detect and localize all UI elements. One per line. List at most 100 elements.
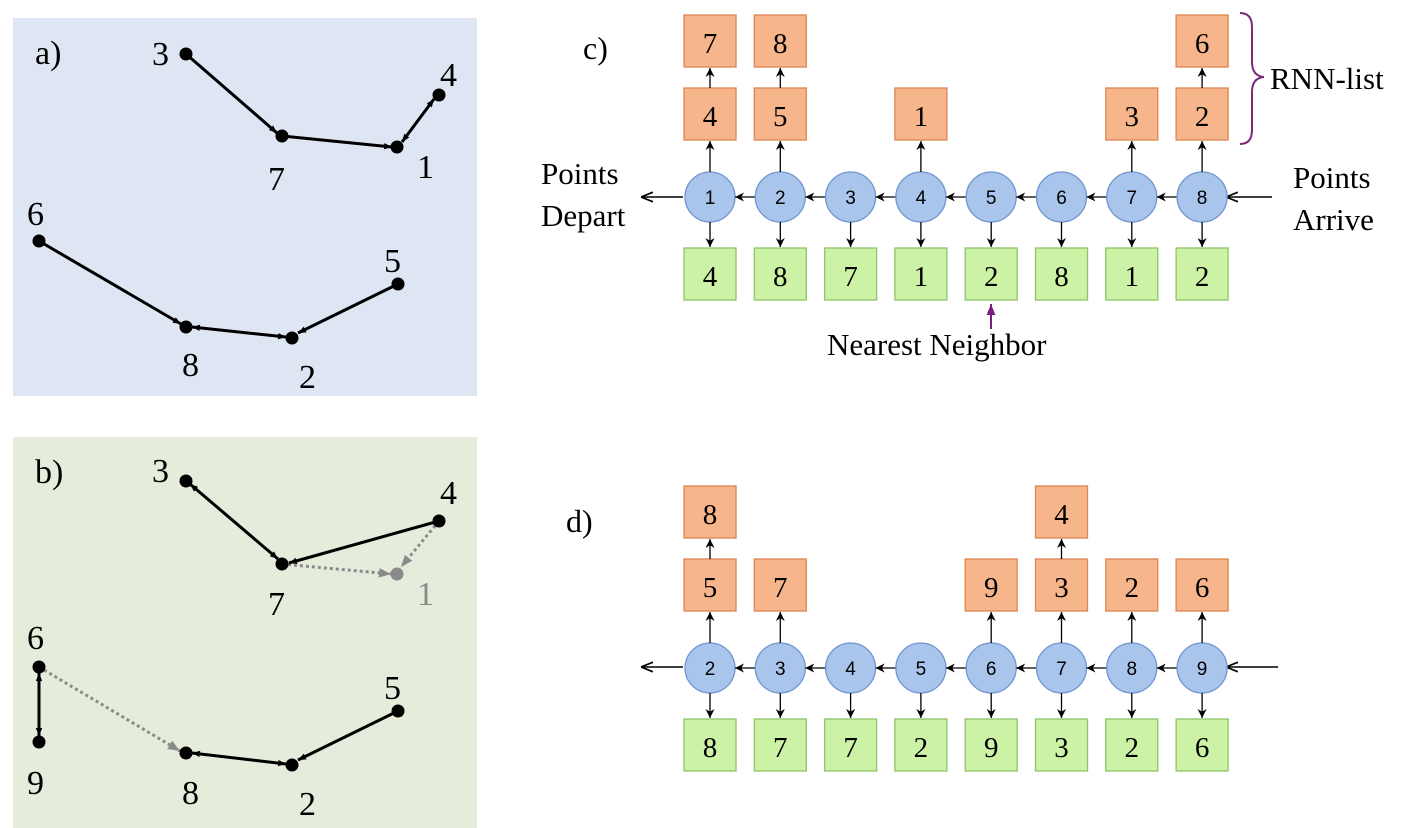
nn-7-value: 3: [1054, 732, 1069, 764]
point-5: [391, 704, 405, 718]
panel-c: c) Points Depart Points Arrive RNN-list …: [541, 12, 1384, 362]
rnn-7-1-box: [1034, 485, 1089, 539]
panel-d-columns: 2 8 5 8 3 7 7 4 7 5 2 6 9 9 7 3 3 4 8 2 2 9 6 6: [683, 485, 1229, 772]
rnn-8-0-value: 2: [1195, 101, 1210, 133]
nn-6-value: 9: [984, 732, 999, 764]
point-2: [285, 331, 299, 345]
nn-3-value: 7: [773, 732, 788, 764]
rnn-9-0-box: [1175, 558, 1229, 612]
nn-9-value: 6: [1195, 732, 1210, 764]
point-label: 8: [182, 347, 199, 384]
edge-3-to-7: [185, 52, 278, 135]
point-7: [275, 557, 289, 571]
panel-b: b) 3 4 7 1 6: [13, 437, 477, 828]
rnn-2-0-value: 5: [703, 572, 718, 604]
panel-c-label: c): [583, 30, 608, 66]
queue-node-label: 9: [1197, 659, 1208, 680]
rnn-7-0-value: 3: [1054, 572, 1069, 604]
nn-8-value: 2: [1195, 261, 1210, 293]
rnn-2-1-value: 8: [773, 28, 788, 60]
point-8: [179, 320, 193, 334]
rnn-8-0-value: 2: [1125, 572, 1140, 604]
point-label: 7: [268, 586, 285, 623]
point-label: 2: [299, 786, 316, 823]
nn-7-value: 1: [1125, 261, 1140, 293]
point-1-removed: [390, 567, 404, 581]
point-label: 7: [268, 161, 285, 198]
rnn-1-0-box: [683, 87, 737, 141]
rnn-2-1-value: 8: [703, 499, 718, 531]
panel-a-label: a): [35, 35, 61, 72]
queue-node-label: 8: [1197, 188, 1208, 209]
nn-5-box: [964, 247, 1018, 301]
nn-2-value: 8: [703, 732, 718, 764]
queue-node-label: 6: [986, 659, 997, 680]
point-label: 3: [152, 453, 169, 490]
panel-b-point-labels: 3 4 7 1 6 9 5 8 2: [27, 453, 457, 823]
point-label: 3: [152, 36, 169, 73]
nn-6-box: [1034, 247, 1089, 301]
nearest-neighbor-label: Nearest Neighbor: [827, 327, 1047, 362]
nn-8-value: 2: [1125, 732, 1140, 764]
rnn-8-1-value: 6: [1195, 28, 1210, 60]
nn-4-box: [894, 247, 948, 301]
point-label: 8: [182, 775, 199, 812]
point-label-removed: 1: [417, 576, 434, 613]
nn-3-box: [823, 247, 878, 301]
point-6: [32, 234, 46, 248]
point-9: [32, 735, 46, 749]
point-label: 4: [440, 475, 457, 512]
rnn-2-1-box: [683, 485, 737, 539]
nn-7-box: [1105, 247, 1159, 301]
nn-8-box: [1105, 718, 1159, 772]
panel-b-background: [13, 437, 477, 828]
point-label: 5: [384, 243, 401, 280]
rnn-4-0-value: 1: [914, 101, 929, 133]
panel-a: a) 3 4 7 1 6 5 8 2: [13, 18, 477, 396]
point-label: 4: [440, 57, 457, 94]
edge-7-to-1: [281, 134, 393, 150]
nn-5-box: [894, 718, 948, 772]
nn-3-box: [753, 718, 807, 772]
rnn-2-0-value: 5: [773, 101, 788, 133]
rnn-8-1-box: [1175, 14, 1229, 68]
edge-1-4-mutual: [400, 98, 436, 143]
nn-6-box: [964, 718, 1018, 772]
panel-b-dotted-edges: [38, 520, 441, 753]
queue-node-label: 6: [1056, 188, 1067, 209]
nn-6-value: 8: [1054, 261, 1069, 293]
queue-node-label: 5: [916, 659, 927, 680]
rnn-7-1-value: 4: [1054, 499, 1069, 531]
edge-5-to-2: [297, 282, 399, 335]
panel-d-label: d): [566, 503, 593, 539]
rnn-7-0-box: [1105, 87, 1159, 141]
nn-8-box: [1175, 247, 1229, 301]
nn-2-box: [753, 247, 807, 301]
rnn-6-0-box: [964, 558, 1018, 612]
rnn-2-0-box: [683, 558, 737, 612]
point-4: [432, 88, 446, 102]
point-5: [391, 277, 405, 291]
panel-a-background: [13, 18, 477, 396]
nn-7-box: [1034, 718, 1089, 772]
point-2: [285, 758, 299, 772]
nn-1-value: 4: [703, 261, 718, 293]
queue-node-label: 2: [775, 188, 786, 209]
edge-8-2-mutual: [191, 750, 287, 767]
nn-3-value: 7: [843, 261, 858, 293]
panel-a-edges: [38, 52, 436, 340]
point-8: [179, 746, 193, 760]
edge-7-3-mutual: [189, 482, 279, 561]
rnn-8-0-box: [1105, 558, 1159, 612]
depart-label-line1: Points: [541, 156, 619, 191]
arrive-label-line1: Points: [1293, 160, 1371, 195]
point-1: [390, 140, 404, 154]
depart-label-line2: Depart: [541, 198, 626, 233]
queue-node-label: 1: [705, 188, 716, 209]
queue-node-label: 5: [986, 188, 997, 209]
queue-node-label: 4: [845, 659, 856, 680]
point-3: [179, 47, 193, 61]
point-label: 6: [27, 620, 44, 657]
point-3: [179, 474, 193, 488]
